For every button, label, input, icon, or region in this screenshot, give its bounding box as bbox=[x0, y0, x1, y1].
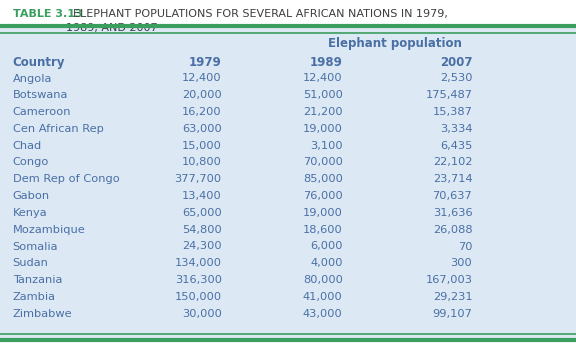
Text: Cen African Rep: Cen African Rep bbox=[13, 124, 104, 134]
Text: Angola: Angola bbox=[13, 74, 52, 84]
Text: 43,000: 43,000 bbox=[303, 309, 343, 319]
Text: 2,530: 2,530 bbox=[440, 74, 472, 84]
Text: 63,000: 63,000 bbox=[182, 124, 222, 134]
FancyBboxPatch shape bbox=[0, 26, 576, 340]
Text: 10,800: 10,800 bbox=[182, 158, 222, 168]
Text: 4,000: 4,000 bbox=[310, 258, 343, 268]
Text: 377,700: 377,700 bbox=[175, 174, 222, 184]
Text: 51,000: 51,000 bbox=[303, 90, 343, 100]
Text: 85,000: 85,000 bbox=[303, 174, 343, 184]
Text: 12,400: 12,400 bbox=[182, 74, 222, 84]
Text: 99,107: 99,107 bbox=[433, 309, 472, 319]
Text: Dem Rep of Congo: Dem Rep of Congo bbox=[13, 174, 119, 184]
Text: Zimbabwe: Zimbabwe bbox=[13, 309, 73, 319]
Text: 54,800: 54,800 bbox=[182, 225, 222, 235]
Text: 12,400: 12,400 bbox=[303, 74, 343, 84]
Text: Country: Country bbox=[13, 56, 65, 69]
Text: Gabon: Gabon bbox=[13, 191, 50, 201]
Text: 18,600: 18,600 bbox=[303, 225, 343, 235]
Text: 24,300: 24,300 bbox=[182, 241, 222, 252]
Text: 29,231: 29,231 bbox=[433, 292, 472, 302]
Text: 13,400: 13,400 bbox=[182, 191, 222, 201]
Text: 300: 300 bbox=[450, 258, 472, 268]
Text: 22,102: 22,102 bbox=[433, 158, 472, 168]
Text: 167,003: 167,003 bbox=[425, 275, 472, 285]
Text: 3,100: 3,100 bbox=[310, 141, 343, 151]
Text: 26,088: 26,088 bbox=[433, 225, 472, 235]
Text: 31,636: 31,636 bbox=[433, 208, 472, 218]
Text: Sudan: Sudan bbox=[13, 258, 48, 268]
Text: TABLE 3.13: TABLE 3.13 bbox=[13, 9, 82, 19]
Text: Tanzania: Tanzania bbox=[13, 275, 62, 285]
Text: 1989, AND 2007: 1989, AND 2007 bbox=[66, 23, 158, 34]
Text: Elephant population: Elephant population bbox=[328, 37, 461, 50]
Text: 41,000: 41,000 bbox=[303, 292, 343, 302]
Text: Chad: Chad bbox=[13, 141, 42, 151]
Text: 15,387: 15,387 bbox=[433, 107, 472, 117]
Text: Zambia: Zambia bbox=[13, 292, 56, 302]
Text: 150,000: 150,000 bbox=[175, 292, 222, 302]
Text: 16,200: 16,200 bbox=[182, 107, 222, 117]
Text: 6,000: 6,000 bbox=[310, 241, 343, 252]
Text: Botswana: Botswana bbox=[13, 90, 68, 100]
Text: 80,000: 80,000 bbox=[303, 275, 343, 285]
FancyBboxPatch shape bbox=[0, 0, 576, 26]
Text: 2007: 2007 bbox=[440, 56, 472, 69]
Text: 134,000: 134,000 bbox=[175, 258, 222, 268]
Text: 70: 70 bbox=[458, 241, 472, 252]
Text: Kenya: Kenya bbox=[13, 208, 47, 218]
Text: 6,435: 6,435 bbox=[440, 141, 472, 151]
Text: 70,000: 70,000 bbox=[303, 158, 343, 168]
Text: 19,000: 19,000 bbox=[303, 124, 343, 134]
Text: 1979: 1979 bbox=[189, 56, 222, 69]
Text: 30,000: 30,000 bbox=[182, 309, 222, 319]
Text: Somalia: Somalia bbox=[13, 241, 58, 252]
Text: 23,714: 23,714 bbox=[433, 174, 472, 184]
Text: 3,334: 3,334 bbox=[440, 124, 472, 134]
Text: 175,487: 175,487 bbox=[425, 90, 472, 100]
Text: 19,000: 19,000 bbox=[303, 208, 343, 218]
Text: 15,000: 15,000 bbox=[182, 141, 222, 151]
Text: 316,300: 316,300 bbox=[175, 275, 222, 285]
Text: Cameroon: Cameroon bbox=[13, 107, 71, 117]
Text: Mozambique: Mozambique bbox=[13, 225, 85, 235]
Text: 1989: 1989 bbox=[310, 56, 343, 69]
Text: 65,000: 65,000 bbox=[182, 208, 222, 218]
Text: Congo: Congo bbox=[13, 158, 49, 168]
Text: 70,637: 70,637 bbox=[433, 191, 472, 201]
Text: 21,200: 21,200 bbox=[303, 107, 343, 117]
Text: 76,000: 76,000 bbox=[303, 191, 343, 201]
Text: ELEPHANT POPULATIONS FOR SEVERAL AFRICAN NATIONS IN 1979,: ELEPHANT POPULATIONS FOR SEVERAL AFRICAN… bbox=[66, 9, 448, 19]
Text: 20,000: 20,000 bbox=[182, 90, 222, 100]
